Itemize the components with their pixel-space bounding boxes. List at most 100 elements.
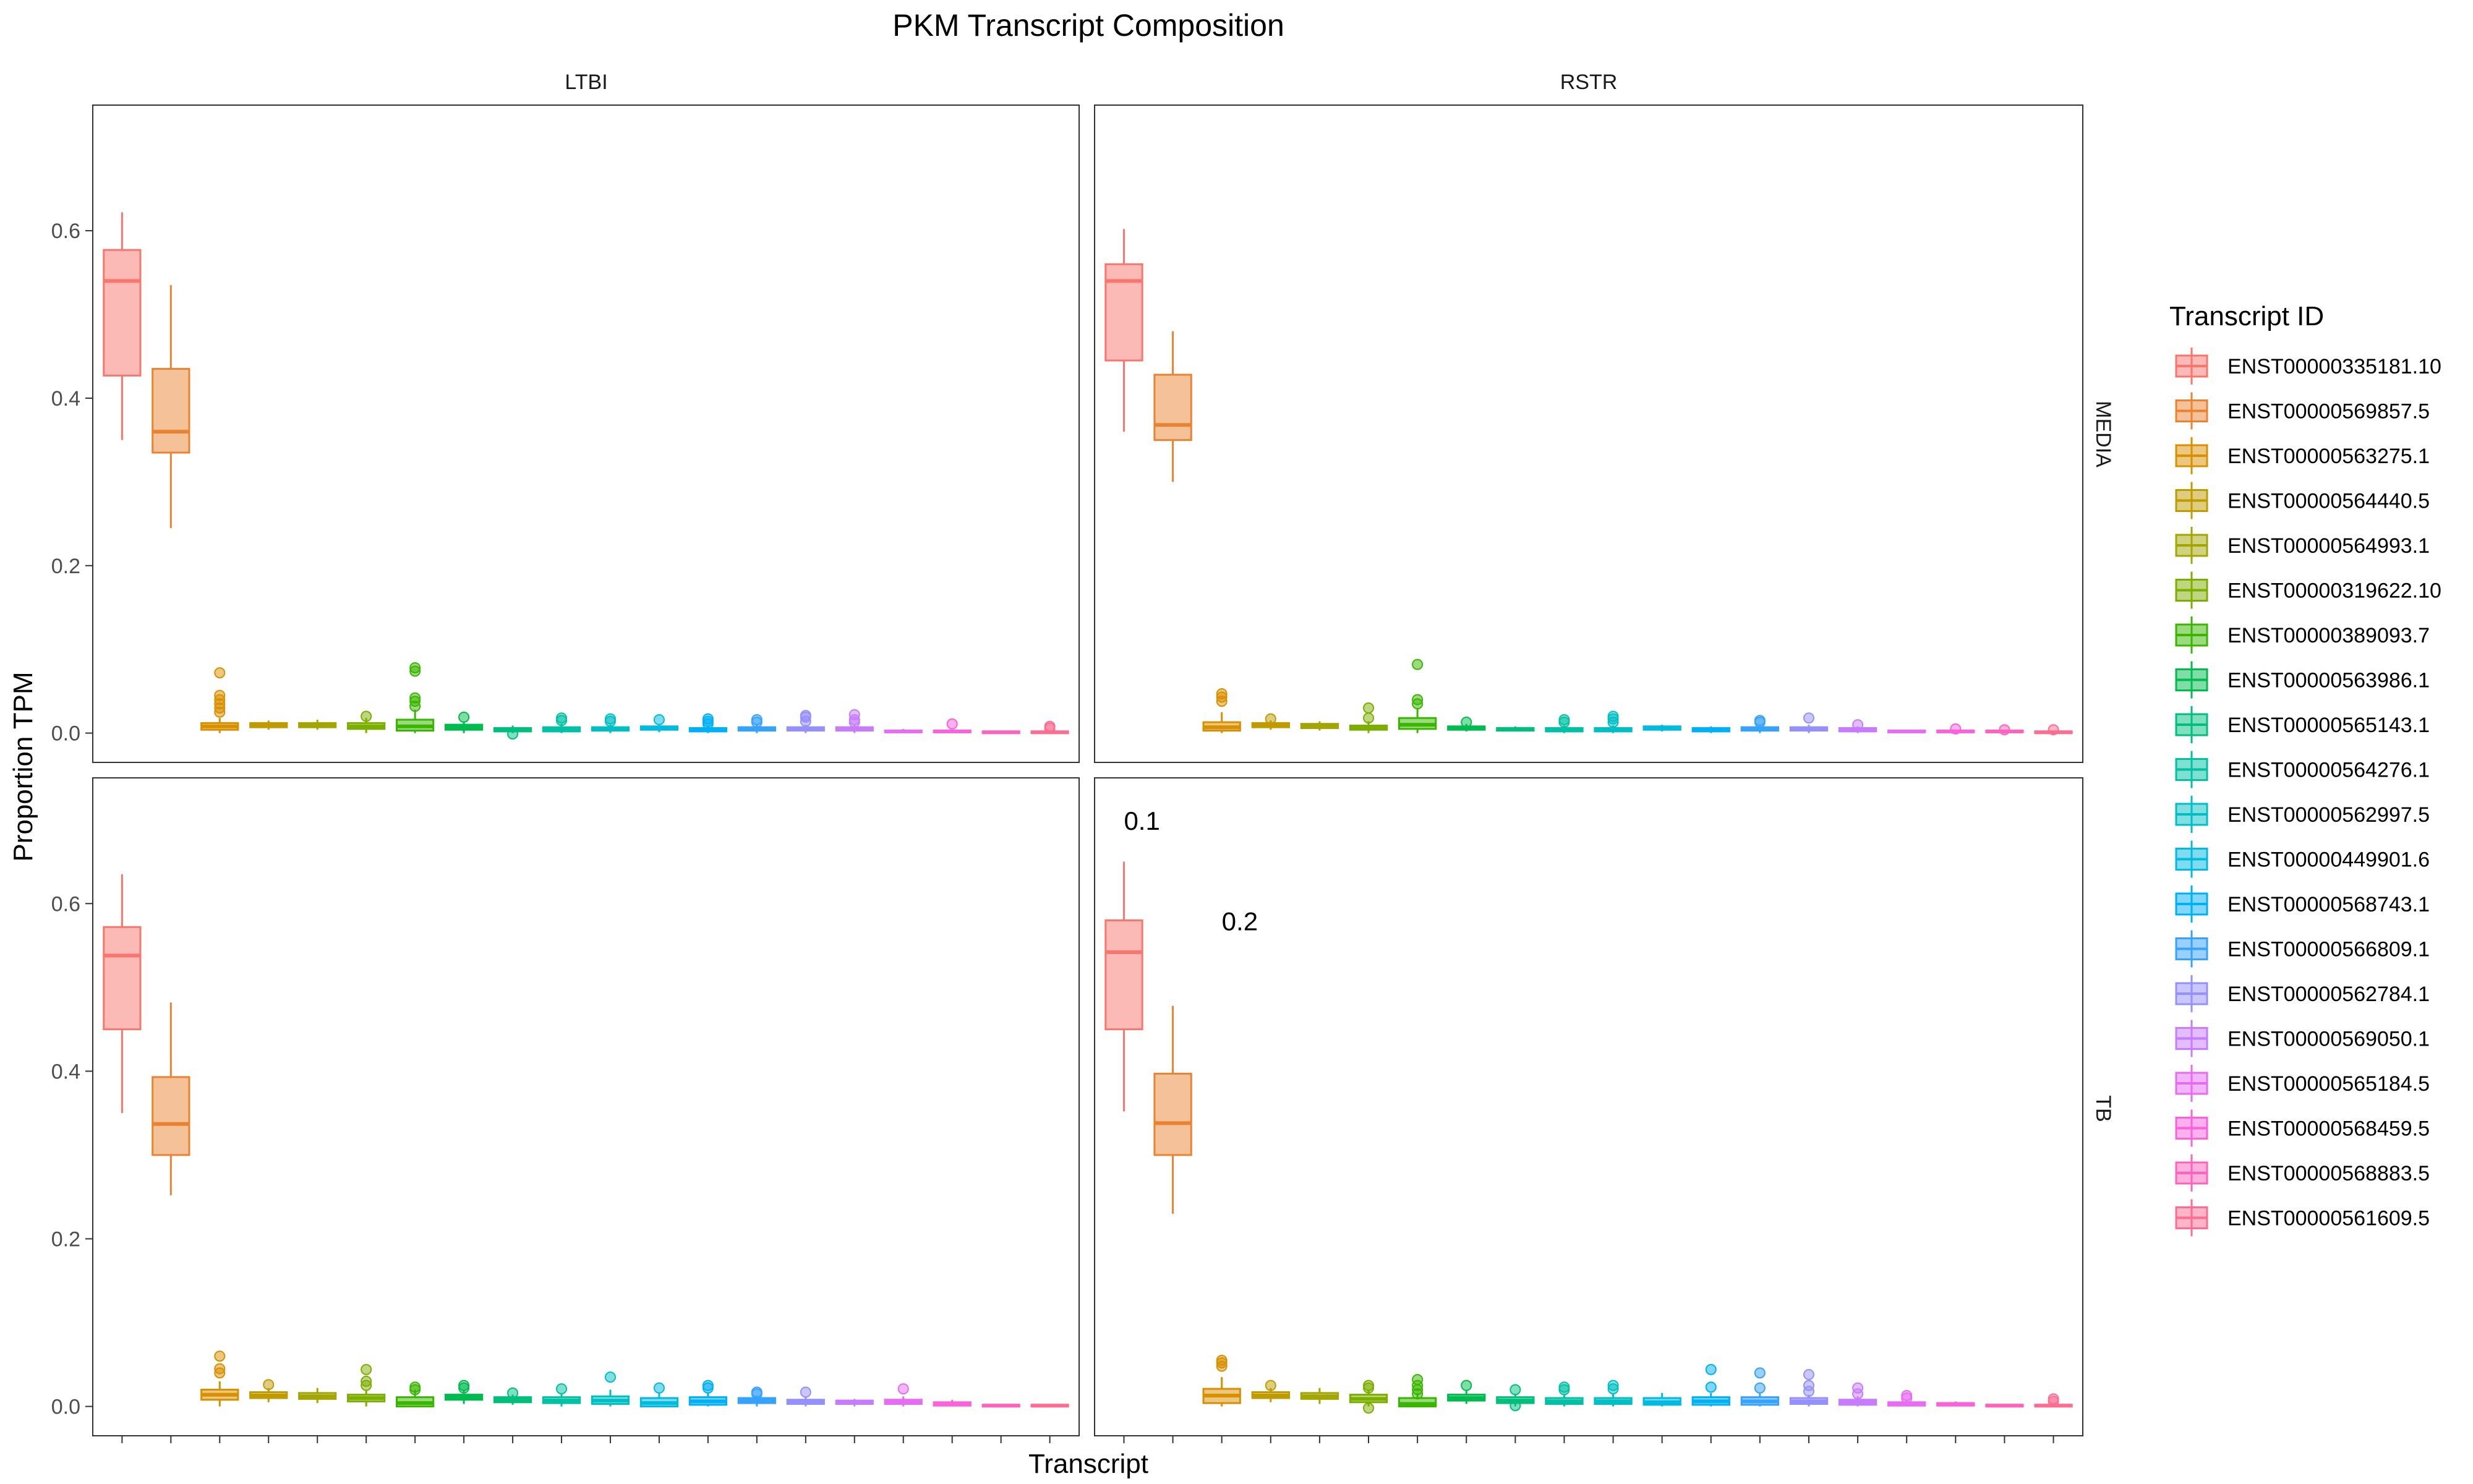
legend: Transcript ID ENST00000335181.10ENST0000… — [2169, 301, 2441, 1237]
x-axis-label: Transcript — [1028, 1449, 1148, 1479]
legend-item-enst00000335181-10: ENST00000335181.10 — [2175, 348, 2441, 385]
box-enst00000449901-6 — [639, 714, 679, 733]
legend-item-enst00000565143-1: ENST00000565143.1 — [2175, 706, 2430, 743]
legend-item-enst00000564440-5: ENST00000564440.5 — [2175, 482, 2430, 519]
panel-frame — [1094, 104, 2083, 763]
outlier-point — [897, 1383, 909, 1395]
box-enst00000562997-5 — [1594, 1380, 1633, 1407]
outlier-point — [751, 1386, 762, 1398]
legend-label: ENST00000569050.1 — [2227, 1028, 2430, 1051]
panel-rstr-tb: 0.1 0.2 — [1094, 777, 2083, 1443]
outlier-point — [702, 713, 714, 725]
legend-label: ENST00000564440.5 — [2227, 490, 2430, 513]
legend-label: ENST00000562997.5 — [2227, 803, 2430, 827]
box-enst00000566809-1 — [737, 714, 776, 733]
outlier-point — [1363, 1402, 1375, 1414]
outlier-point — [946, 718, 958, 730]
box-enst00000568883-5 — [981, 730, 1020, 735]
outlier-point — [1412, 694, 1424, 706]
outlier-point — [604, 1371, 616, 1383]
box-enst00000563275-1 — [1202, 688, 1241, 733]
box-enst00000561609-5 — [1030, 720, 1069, 735]
box-enst00000565184-5 — [1887, 1389, 1926, 1407]
outlier-point — [361, 710, 372, 722]
outlier-point — [214, 667, 226, 679]
legend-label: ENST00000569857.5 — [2227, 400, 2430, 424]
legend-item-enst00000565184-5: ENST00000565184.5 — [2175, 1065, 2430, 1102]
legend-items: ENST00000335181.10 ENST00000569857.5 ENST0… — [2175, 348, 2441, 1237]
box-enst00000564276-1 — [542, 1383, 581, 1407]
box-enst00000319622-10 — [1349, 1380, 1388, 1414]
legend-item-enst00000566809-1: ENST00000566809.1 — [2175, 930, 2430, 968]
box-enst00000319622-10 — [1349, 702, 1388, 733]
legend-label: ENST00000565184.5 — [2227, 1072, 2430, 1096]
box-iqr — [1104, 263, 1143, 362]
box-enst00000568883-5 — [1985, 1404, 2024, 1408]
outlier-point — [1803, 1380, 1814, 1391]
legend-label: ENST00000335181.10 — [2227, 355, 2441, 378]
legend-label: ENST00000563275.1 — [2227, 445, 2430, 468]
box-enst00000562784-1 — [786, 710, 825, 733]
legend-title: Transcript ID — [2169, 301, 2324, 331]
box-enst00000319622-10 — [347, 1363, 386, 1407]
outlier-point — [800, 710, 811, 722]
box-enst00000389093-7 — [1398, 1374, 1437, 1408]
outlier-point — [1265, 713, 1276, 725]
facet-panels: 0.0 0.2 0.4 0.6 0.0 0.2 0.4 0.6 0.1 0.2 — [51, 104, 2083, 1443]
legend-label: ENST00000568743.1 — [2227, 893, 2430, 916]
panel-ltbi-media: 0.0 0.2 0.4 0.6 — [51, 104, 1080, 763]
y-tick-label: 0.0 — [51, 1396, 80, 1419]
outlier-point — [409, 1381, 421, 1393]
box-iqr — [1104, 919, 1143, 1031]
box-enst00000562784-1 — [1789, 712, 1829, 733]
outlier-point — [1705, 1381, 1717, 1393]
outlier-point — [1999, 724, 2010, 736]
outlier-point — [361, 1375, 372, 1387]
box-iqr — [103, 926, 142, 1031]
legend-label: ENST00000568459.5 — [2227, 1117, 2430, 1141]
outlier-point — [1412, 1374, 1424, 1386]
legend-label: ENST00000563986.1 — [2227, 669, 2430, 693]
box-enst00000564276-1 — [1545, 1381, 1584, 1407]
box-enst00000569050-1 — [1838, 719, 1877, 733]
legend-label: ENST00000319622.10 — [2227, 579, 2441, 603]
box-enst00000562997-5 — [1594, 710, 1633, 733]
box-enst00000389093-7 — [396, 662, 435, 733]
box-enst00000319622-10 — [347, 710, 386, 733]
box-enst00000569050-1 — [835, 1399, 874, 1407]
outlier-point — [1363, 702, 1375, 714]
legend-item-enst00000319622-10: ENST00000319622.10 — [2175, 571, 2441, 609]
y-tick-label: 0.4 — [51, 1060, 80, 1083]
box-enst00000335181-10 — [103, 212, 142, 440]
box-enst00000569857-5 — [1153, 331, 1192, 482]
outlier-point — [1558, 1381, 1570, 1393]
panel-frame — [1094, 777, 2083, 1436]
box-enst00000562997-5 — [591, 713, 630, 733]
box-enst00000566809-1 — [1740, 715, 1780, 733]
box-enst00000389093-7 — [1398, 659, 1437, 733]
outlier-point — [458, 1380, 470, 1391]
box-enst00000568743-1 — [688, 1380, 728, 1407]
outlier-point — [1754, 1367, 1766, 1379]
box-enst00000565143-1 — [493, 725, 532, 740]
outlier-point — [214, 689, 226, 701]
box-enst00000335181-10 — [1104, 229, 1143, 432]
legend-label: ENST00000565143.1 — [2227, 714, 2430, 737]
panel-frame — [92, 777, 1080, 1436]
outlier-point — [507, 728, 519, 740]
outlier-point — [214, 1363, 226, 1375]
outlier-point — [1705, 1363, 1717, 1375]
outlier-point — [2048, 724, 2059, 736]
box-enst00000335181-10 — [103, 874, 142, 1114]
outlier-point — [458, 711, 470, 723]
legend-item-enst00000389093-7: ENST00000389093.7 — [2175, 616, 2430, 654]
facet-col-label-rstr: RSTR — [1560, 70, 1618, 94]
outlier-point — [1803, 712, 1814, 724]
box-enst00000568743-1 — [1691, 1363, 1730, 1407]
panel-rstr-media — [1094, 104, 2083, 763]
outlier-point — [263, 1379, 275, 1391]
outlier-point — [1044, 720, 1056, 732]
legend-label: ENST00000564276.1 — [2227, 759, 2430, 782]
legend-item-enst00000569857-5: ENST00000569857.5 — [2175, 392, 2430, 430]
outlier-point — [1852, 719, 1864, 731]
